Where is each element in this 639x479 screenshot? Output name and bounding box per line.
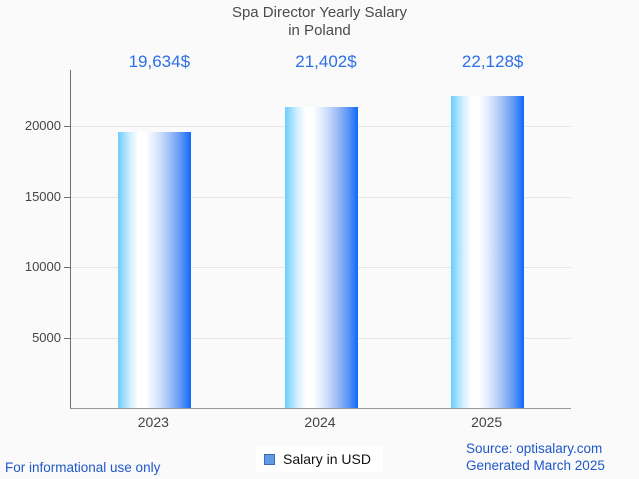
bar-value-label: 19,634$ [128,52,191,71]
y-axis-tick [64,196,71,198]
generated-text: Generated March 2025 [466,458,605,473]
bar-value-label: 22,128$ [461,52,524,71]
source-text: Source: optisalary.com [466,441,603,456]
bar-2023[interactable] [117,131,191,408]
legend-marker-icon [264,453,276,465]
legend-item[interactable]: Salary in USD [256,446,383,472]
y-axis-tick-label: 20000 [24,118,61,134]
chart-title-line1: Spa Director Yearly Salary [231,4,408,21]
plot-area: 5000 10000 15000 20000 [25,70,571,409]
legend: Salary in USD [0,446,639,472]
disclaimer-text: For informational use only [5,460,161,475]
bar-2025[interactable] [451,96,525,408]
chart-title-line2: in Poland [288,22,351,39]
x-axis-label: 2024 [304,414,336,430]
y-axis-tick [64,126,71,128]
y-axis-tick [64,267,71,269]
legend-label: Salary in USD [283,451,371,467]
y-axis-tick [64,337,71,339]
y-axis-tick-label: 10000 [24,259,61,275]
source-block: Source: optisalary.com Generated March 2… [466,440,605,474]
bar-value-label: 21,402$ [295,52,357,71]
y-axis-tick-label: 15000 [24,188,61,204]
y-axis-tick-label: 5000 [32,329,61,345]
x-axis-label: 2025 [471,414,503,430]
chart-title: Spa Director Yearly Salary in Poland [0,4,639,40]
x-axis-label: 2023 [137,414,169,430]
bar-2024[interactable] [284,106,358,408]
